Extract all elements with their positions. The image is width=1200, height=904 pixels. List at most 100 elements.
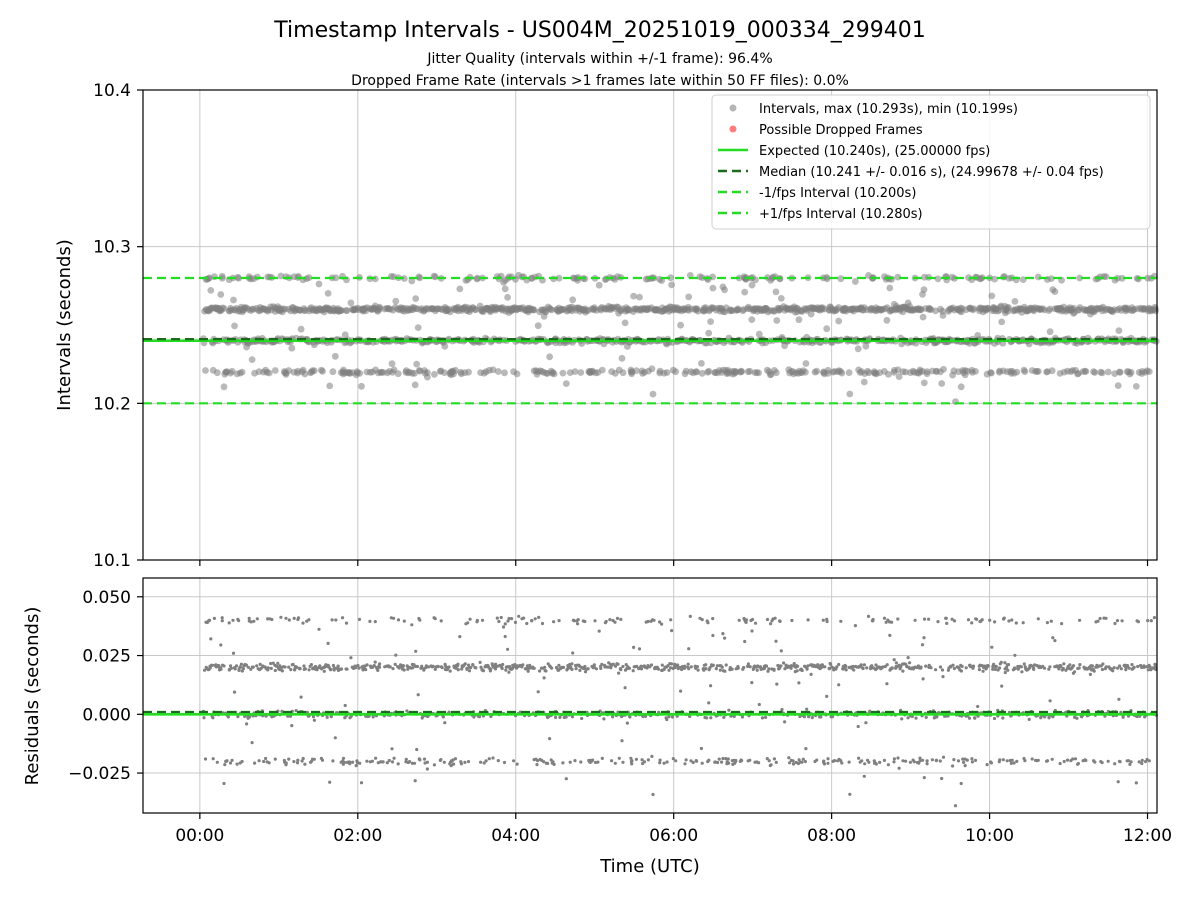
- residual-point: [226, 715, 230, 719]
- residual-point: [408, 760, 412, 764]
- residual-point: [392, 616, 396, 620]
- residual-point: [1012, 761, 1016, 765]
- residual-point: [215, 760, 219, 764]
- residual-point: [513, 663, 517, 667]
- residual-point: [358, 761, 362, 765]
- residual-point: [502, 760, 507, 765]
- residual-point: [892, 757, 897, 761]
- residual-point: [1022, 662, 1026, 666]
- interval-point: [636, 293, 643, 301]
- residual-point: [629, 756, 633, 760]
- residual-point: [721, 632, 725, 636]
- interval-point: [548, 306, 555, 314]
- residual-point: [1062, 662, 1066, 666]
- interval-point: [940, 365, 947, 373]
- residual-point: [463, 662, 467, 666]
- residual-point: [501, 625, 506, 629]
- residual-point: [769, 763, 773, 767]
- residual-point: [1078, 618, 1082, 622]
- residual-point: [1045, 621, 1049, 625]
- interval-point: [217, 291, 225, 298]
- residual-point: [619, 668, 623, 672]
- interval-point: [1118, 274, 1126, 282]
- residual-point: [970, 760, 975, 764]
- interval-point: [501, 369, 508, 377]
- residual-point: [432, 763, 436, 767]
- residual-point: [571, 651, 575, 655]
- residual-point: [1013, 653, 1017, 657]
- interval-point: [414, 324, 422, 331]
- residual-point: [613, 761, 617, 765]
- residual-point: [349, 656, 353, 660]
- residual-point: [489, 667, 493, 671]
- residual-point: [266, 666, 270, 670]
- residual-point: [1084, 758, 1088, 763]
- residual-point: [1005, 759, 1009, 763]
- residual-point: [388, 665, 392, 669]
- residual-point: [934, 668, 938, 672]
- residual-point: [255, 664, 259, 668]
- residual-point: [969, 665, 973, 669]
- residual-point: [789, 666, 793, 670]
- interval-point: [835, 317, 843, 325]
- interval-point: [1145, 368, 1153, 375]
- interval-point: [310, 367, 318, 375]
- residual-point: [411, 666, 415, 670]
- interval-point: [845, 369, 853, 376]
- residual-point: [628, 715, 632, 719]
- residual-point: [339, 667, 344, 671]
- intervals-points: [200, 271, 1160, 405]
- interval-point: [1021, 368, 1029, 375]
- residual-point: [1104, 665, 1108, 669]
- residual-point: [650, 754, 654, 759]
- interval-point: [231, 322, 238, 330]
- interval-point: [741, 288, 749, 296]
- residual-point: [1068, 663, 1072, 667]
- residual-point: [961, 757, 965, 761]
- residual-point: [966, 618, 971, 622]
- residual-point: [991, 667, 995, 671]
- residual-point: [225, 759, 229, 763]
- residual-point: [253, 761, 257, 765]
- residual-point: [997, 666, 1002, 670]
- residual-point: [715, 664, 720, 668]
- residual-point: [856, 724, 860, 729]
- residual-point: [615, 616, 620, 621]
- residual-point: [669, 666, 673, 670]
- residual-point: [706, 621, 710, 625]
- interval-point: [412, 295, 420, 302]
- residual-point: [699, 746, 704, 751]
- residual-point: [390, 747, 394, 751]
- residual-point: [743, 639, 747, 644]
- residual-point: [1000, 684, 1004, 688]
- residual-point: [333, 736, 337, 740]
- residual-point: [410, 623, 414, 627]
- residual-point: [720, 760, 724, 764]
- residual-point: [1129, 760, 1133, 764]
- residual-point: [667, 668, 671, 672]
- interval-point: [456, 285, 464, 293]
- residual-point: [929, 666, 933, 670]
- residual-point: [627, 666, 632, 670]
- chart-subtitle-jitter: Jitter Quality (intervals within +/-1 fr…: [426, 51, 772, 67]
- residual-point: [1149, 619, 1153, 623]
- residual-point: [952, 666, 957, 671]
- interval-point: [440, 369, 448, 376]
- residual-point: [809, 672, 813, 677]
- residual-point: [962, 760, 966, 765]
- residual-point: [469, 666, 473, 670]
- residual-point: [453, 757, 457, 761]
- residual-point: [1028, 666, 1032, 670]
- residual-point: [1005, 665, 1009, 670]
- residual-point: [617, 671, 621, 675]
- interval-point: [413, 360, 421, 368]
- residual-point: [343, 703, 347, 708]
- interval-point: [630, 292, 637, 300]
- residual-point: [596, 760, 600, 764]
- chart-subtitle-dropped: Dropped Frame Rate (intervals >1 frames …: [351, 73, 849, 89]
- interval-point: [755, 369, 762, 377]
- residual-point: [574, 667, 578, 671]
- residual-point: [368, 619, 372, 624]
- residual-point: [522, 616, 526, 620]
- residual-point: [882, 616, 887, 620]
